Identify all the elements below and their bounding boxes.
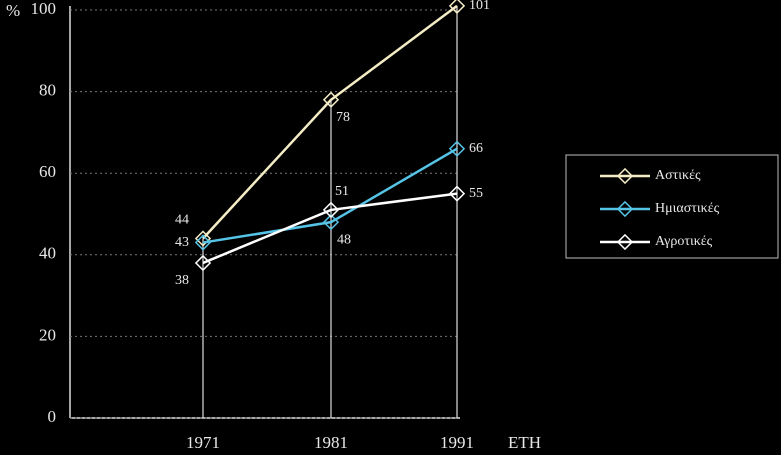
point-marker [448,185,466,202]
point-marker [194,254,212,272]
legend-box [565,154,779,259]
data-label: 43 [175,235,189,250]
point-marker [322,201,340,219]
data-label: 38 [175,273,189,288]
series-line [202,147,458,244]
point-marker [448,140,466,157]
x-tick-label: 1981 [314,433,348,452]
y-tick-label: 40 [39,244,56,263]
legend-marker [616,200,634,218]
data-label: 66 [469,141,483,156]
legend-marker [616,167,634,185]
data-label: 44 [175,213,189,228]
y-tick-label: 60 [39,162,56,181]
y-axis-label: % [6,1,20,20]
point-marker [194,234,212,251]
legend-label: Αγροτικές [655,234,713,249]
y-tick-label: 20 [39,325,56,344]
y-tick-label: 80 [39,81,56,100]
series-line [202,4,458,240]
point-marker [448,0,466,15]
y-tick-label: 0 [48,407,57,426]
data-label: 48 [337,232,351,247]
y-tick-label: 100 [31,0,57,18]
data-label: 101 [469,0,490,13]
data-label: 51 [335,184,349,199]
data-label: 78 [336,110,350,125]
legend-label: Αστικές [655,168,701,183]
point-marker [322,214,340,231]
x-tick-label: 1991 [440,433,474,452]
legend-label: Ημιαστικές [655,201,720,216]
data-label: 55 [469,186,483,201]
point-marker [322,91,340,108]
series-line [202,192,458,265]
x-axis-label: ΕΤΗ [508,433,541,452]
x-tick-label: 1971 [186,433,220,452]
legend-marker [616,233,634,251]
